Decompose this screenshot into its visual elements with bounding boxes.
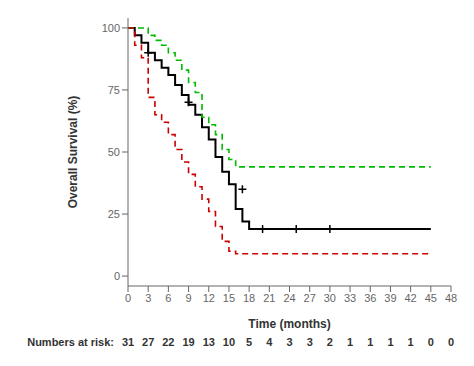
svg-text:22: 22 [162,336,174,348]
svg-text:18: 18 [243,292,255,304]
svg-text:3: 3 [286,336,292,348]
svg-text:0: 0 [428,336,434,348]
svg-text:13: 13 [203,336,215,348]
svg-text:5: 5 [246,336,252,348]
svg-text:1: 1 [408,336,414,348]
svg-text:45: 45 [425,292,437,304]
svg-text:31: 31 [122,336,134,348]
svg-text:Numbers at risk:: Numbers at risk: [27,336,114,348]
svg-text:Overall Survival (%): Overall Survival (%) [66,96,80,209]
svg-text:39: 39 [384,292,396,304]
svg-text:15: 15 [223,292,235,304]
svg-text:30: 30 [324,292,336,304]
svg-text:9: 9 [186,292,192,304]
svg-text:Time (months): Time (months) [248,317,330,331]
svg-text:36: 36 [364,292,376,304]
svg-text:50: 50 [108,146,120,158]
svg-text:21: 21 [263,292,275,304]
svg-text:0: 0 [114,270,120,282]
svg-text:75: 75 [108,84,120,96]
svg-text:0: 0 [125,292,131,304]
svg-text:12: 12 [203,292,215,304]
svg-text:25: 25 [108,208,120,220]
svg-text:3: 3 [307,336,313,348]
svg-text:42: 42 [405,292,417,304]
svg-text:100: 100 [102,22,120,34]
svg-text:0: 0 [448,336,454,348]
svg-text:10: 10 [223,336,235,348]
svg-text:2: 2 [327,336,333,348]
svg-text:1: 1 [367,336,373,348]
svg-text:19: 19 [182,336,194,348]
svg-text:1: 1 [387,336,393,348]
svg-text:3: 3 [145,292,151,304]
svg-text:48: 48 [445,292,457,304]
svg-text:1: 1 [347,336,353,348]
svg-text:24: 24 [283,292,295,304]
svg-text:27: 27 [142,336,154,348]
svg-text:6: 6 [165,292,171,304]
svg-text:27: 27 [304,292,316,304]
svg-text:33: 33 [344,292,356,304]
svg-text:4: 4 [266,336,273,348]
